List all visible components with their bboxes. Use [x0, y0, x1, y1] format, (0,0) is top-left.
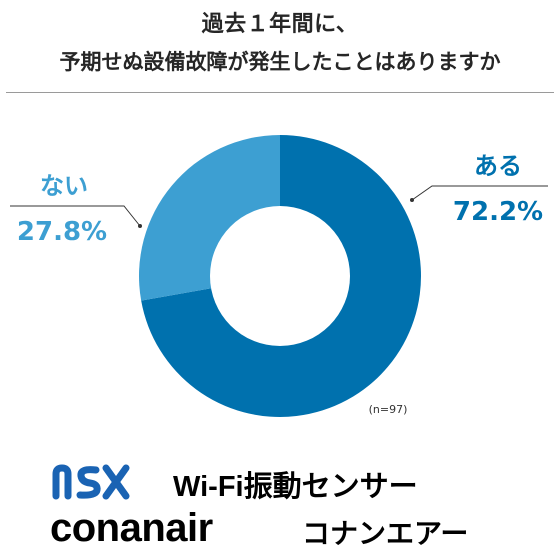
- chart-title-line2: 予期せぬ設備故障が発生したことはありますか: [59, 50, 501, 74]
- leader-line-aru: [411, 185, 548, 201]
- nsx-logo-icon: [52, 464, 130, 500]
- leader-line-nai: [10, 205, 141, 227]
- title-divider: [6, 92, 554, 93]
- leader-dot-nai: [138, 224, 142, 228]
- nsx-logo-s: [76, 466, 101, 499]
- sample-size-note: (n=97): [369, 403, 408, 416]
- slice-percent-aru: 72.2%: [453, 197, 543, 227]
- donut-hole: [210, 206, 350, 346]
- nsx-logo-n: [52, 464, 72, 500]
- company-name: conanair: [50, 506, 213, 550]
- donut-chart: ある 72.2% ない 27.8% (n=97): [10, 135, 548, 417]
- leader-dot-aru: [410, 198, 414, 202]
- slice-label-nai: ない: [40, 172, 88, 200]
- nsx-logo-x: [102, 464, 130, 500]
- slice-percent-nai: 27.8%: [17, 217, 107, 247]
- company-name-kana: コナンエアー: [302, 517, 469, 550]
- product-name: Wi-Fi振動センサー: [173, 471, 418, 503]
- slice-label-aru: ある: [474, 152, 522, 180]
- chart-title-line1: 過去１年間に、: [201, 12, 359, 37]
